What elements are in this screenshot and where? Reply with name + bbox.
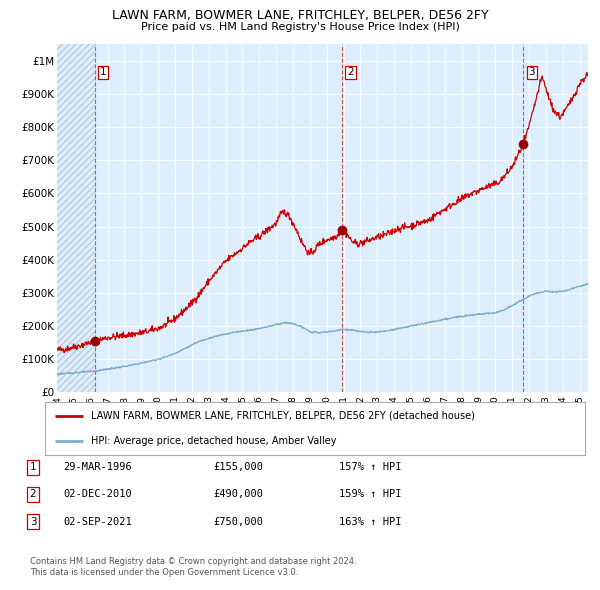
Text: 2: 2: [29, 490, 37, 499]
Text: LAWN FARM, BOWMER LANE, FRITCHLEY, BELPER, DE56 2FY: LAWN FARM, BOWMER LANE, FRITCHLEY, BELPE…: [112, 9, 488, 22]
Text: 02-SEP-2021: 02-SEP-2021: [63, 517, 132, 526]
Text: 1: 1: [100, 67, 106, 77]
Text: Price paid vs. HM Land Registry's House Price Index (HPI): Price paid vs. HM Land Registry's House …: [140, 22, 460, 31]
Text: Contains HM Land Registry data © Crown copyright and database right 2024.: Contains HM Land Registry data © Crown c…: [30, 557, 356, 566]
Text: 2: 2: [347, 67, 354, 77]
Text: 29-MAR-1996: 29-MAR-1996: [63, 463, 132, 472]
Text: This data is licensed under the Open Government Licence v3.0.: This data is licensed under the Open Gov…: [30, 568, 298, 577]
Text: 163% ↑ HPI: 163% ↑ HPI: [339, 517, 401, 526]
Text: 1: 1: [29, 463, 37, 472]
Bar: [57, 44, 95, 392]
Text: 02-DEC-2010: 02-DEC-2010: [63, 490, 132, 499]
Text: HPI: Average price, detached house, Amber Valley: HPI: Average price, detached house, Ambe…: [91, 436, 337, 446]
Text: 3: 3: [529, 67, 535, 77]
Text: 3: 3: [29, 517, 37, 526]
Text: 159% ↑ HPI: 159% ↑ HPI: [339, 490, 401, 499]
Text: £490,000: £490,000: [213, 490, 263, 499]
Text: LAWN FARM, BOWMER LANE, FRITCHLEY, BELPER, DE56 2FY (detached house): LAWN FARM, BOWMER LANE, FRITCHLEY, BELPE…: [91, 411, 475, 421]
Text: £750,000: £750,000: [213, 517, 263, 526]
Text: 157% ↑ HPI: 157% ↑ HPI: [339, 463, 401, 472]
Text: £155,000: £155,000: [213, 463, 263, 472]
